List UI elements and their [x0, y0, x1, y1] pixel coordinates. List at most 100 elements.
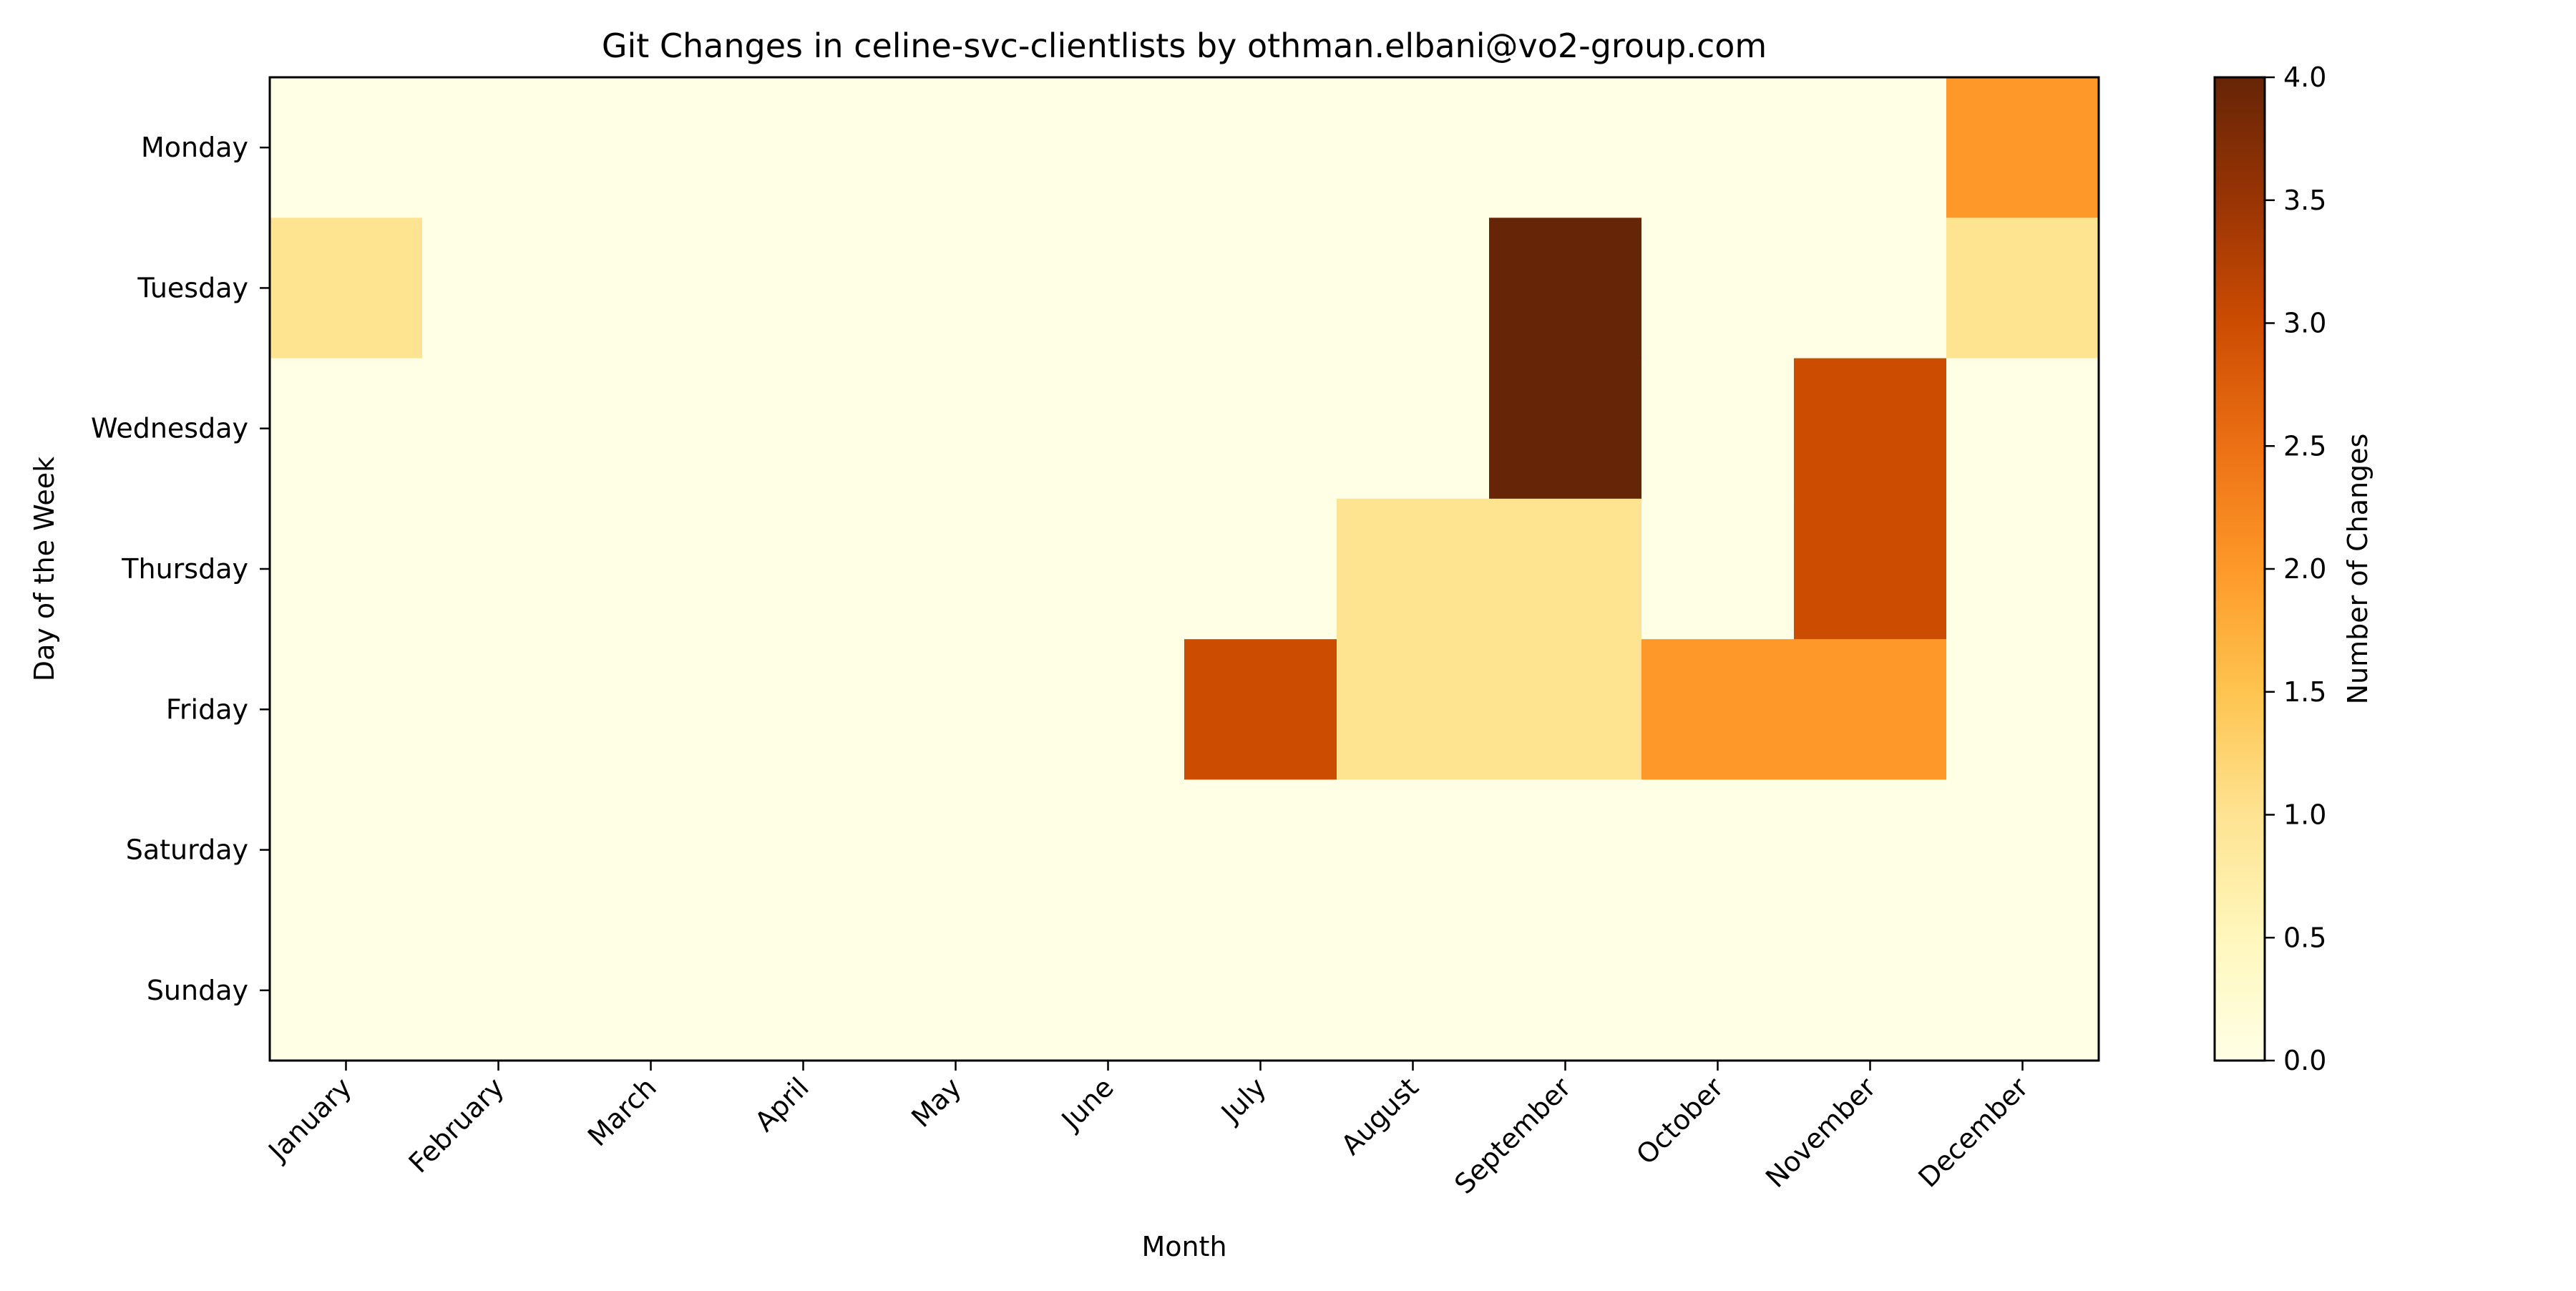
- heatmap-cell: [1489, 920, 1642, 1061]
- heatmap-cell: [1794, 77, 1947, 218]
- heatmap-cell: [270, 218, 423, 359]
- chart-title: Git Changes in celine-svc-clientlists by…: [602, 26, 1767, 65]
- y-tick-label: Wednesday: [91, 413, 248, 444]
- heatmap-cell: [1489, 639, 1642, 781]
- heatmap-cell: [1946, 779, 2099, 921]
- heatmap-cell: [270, 77, 423, 218]
- heatmap-cell: [1794, 639, 1947, 781]
- heatmap-cell: [879, 358, 1033, 500]
- y-tick-label: Saturday: [126, 834, 248, 866]
- colorbar-gradient: [2215, 77, 2265, 1061]
- heatmap-cell: [1489, 77, 1642, 218]
- colorbar-tick-label: 2.0: [2283, 553, 2326, 585]
- heatmap-cell: [1032, 920, 1185, 1061]
- heatmap-cell: [575, 779, 728, 921]
- x-tick-label: October: [1630, 1071, 1729, 1171]
- heatmap-cell: [1946, 639, 2099, 781]
- colorbar-ticks: 0.0 0.5 1.0 1.5 2.0 2.5 3.0 3.5 4.0: [2265, 62, 2326, 1076]
- heatmap-cell: [727, 920, 880, 1061]
- heatmap-cell: [1794, 218, 1947, 359]
- heatmap-cell: [1032, 639, 1185, 781]
- heatmap-cell: [1184, 358, 1337, 500]
- heatmap-cell: [727, 779, 880, 921]
- y-tick-label: Thursday: [121, 553, 248, 585]
- heatmap-cell: [1946, 358, 2099, 500]
- y-axis-ticks: Monday Tuesday Wednesday Thursday Friday Satu…: [91, 132, 270, 1006]
- colorbar-tick-label: 1.0: [2283, 799, 2326, 831]
- heatmap-cell: [1946, 920, 2099, 1061]
- heatmap-cell: [879, 218, 1033, 359]
- heatmap-cell: [422, 639, 575, 781]
- heatmap-cell: [1032, 218, 1185, 359]
- heatmap-cell: [1641, 639, 1795, 781]
- heatmap-cell: [270, 920, 423, 1061]
- heatmap-cells: [270, 77, 2099, 1061]
- heatmap-cell: [1489, 218, 1642, 359]
- heatmap-cell: [1337, 77, 1490, 218]
- heatmap-cell: [422, 498, 575, 640]
- heatmap-cell: [1794, 498, 1947, 640]
- heatmap-cell: [1184, 77, 1337, 218]
- heatmap-cell: [270, 498, 423, 640]
- heatmap-cell: [727, 77, 880, 218]
- x-axis-ticks: January February March April May June July Augu…: [261, 1061, 2034, 1200]
- x-tick-label: September: [1448, 1071, 1577, 1200]
- heatmap-cell: [1641, 218, 1795, 359]
- heatmap-cell: [727, 218, 880, 359]
- heatmap-cell: [422, 77, 575, 218]
- colorbar-tick-label: 0.5: [2283, 922, 2326, 953]
- heatmap-cell: [1337, 920, 1490, 1061]
- heatmap-cell: [1032, 498, 1185, 640]
- x-tick-label: March: [582, 1071, 663, 1152]
- y-tick-label: Friday: [166, 693, 248, 725]
- x-axis-label: Month: [1141, 1231, 1226, 1262]
- colorbar: 0.0 0.5 1.0 1.5 2.0 2.5 3.0 3.5 4.0 Number of Ch…: [2213, 62, 2373, 1076]
- heatmap-cell: [575, 218, 728, 359]
- colorbar-tick-label: 4.0: [2283, 62, 2326, 93]
- heatmap-cell: [1184, 920, 1337, 1061]
- x-tick-label: June: [1055, 1071, 1120, 1136]
- colorbar-tick-label: 2.5: [2283, 430, 2326, 462]
- heatmap-cell: [1641, 358, 1795, 500]
- heatmap-cell: [422, 358, 575, 500]
- heatmap-cell: [1794, 920, 1947, 1061]
- heatmap-cell: [270, 639, 423, 781]
- heatmap-cell: [879, 920, 1033, 1061]
- heatmap-cell: [1184, 218, 1337, 359]
- heatmap-cell: [422, 920, 575, 1061]
- heatmap-cell: [1641, 77, 1795, 218]
- heatmap-cell: [1641, 920, 1795, 1061]
- heatmap-cell: [1489, 358, 1642, 500]
- heatmap-cell: [879, 77, 1033, 218]
- heatmap-cell: [575, 639, 728, 781]
- y-tick-label: Tuesday: [137, 272, 248, 303]
- x-tick-label: July: [1214, 1071, 1272, 1129]
- x-tick-label: January: [261, 1071, 357, 1167]
- heatmap-cell: [1489, 779, 1642, 921]
- heatmap-cell: [1946, 218, 2099, 359]
- x-tick-label: November: [1760, 1071, 1882, 1194]
- x-tick-label: December: [1912, 1071, 2034, 1194]
- heatmap-cell: [1946, 498, 2099, 640]
- heatmap-cell: [422, 218, 575, 359]
- heatmap-cell: [727, 358, 880, 500]
- heatmap-cell: [575, 358, 728, 500]
- heatmap-cell: [422, 779, 575, 921]
- heatmap-cell: [270, 358, 423, 500]
- heatmap-cell: [1032, 77, 1185, 218]
- y-tick-label: Sunday: [147, 975, 248, 1006]
- heatmap-cell: [1641, 498, 1795, 640]
- heatmap-cell: [575, 920, 728, 1061]
- y-tick-label: Monday: [141, 132, 248, 163]
- heatmap-cell: [270, 779, 423, 921]
- heatmap-cell: [1184, 779, 1337, 921]
- y-axis-label: Day of the Week: [29, 457, 60, 681]
- x-tick-label: August: [1335, 1071, 1425, 1161]
- heatmap-cell: [727, 498, 880, 640]
- colorbar-tick-label: 3.0: [2283, 308, 2326, 339]
- heatmap-cell: [575, 498, 728, 640]
- x-tick-label: February: [403, 1071, 510, 1179]
- heatmap-cell: [1337, 639, 1490, 781]
